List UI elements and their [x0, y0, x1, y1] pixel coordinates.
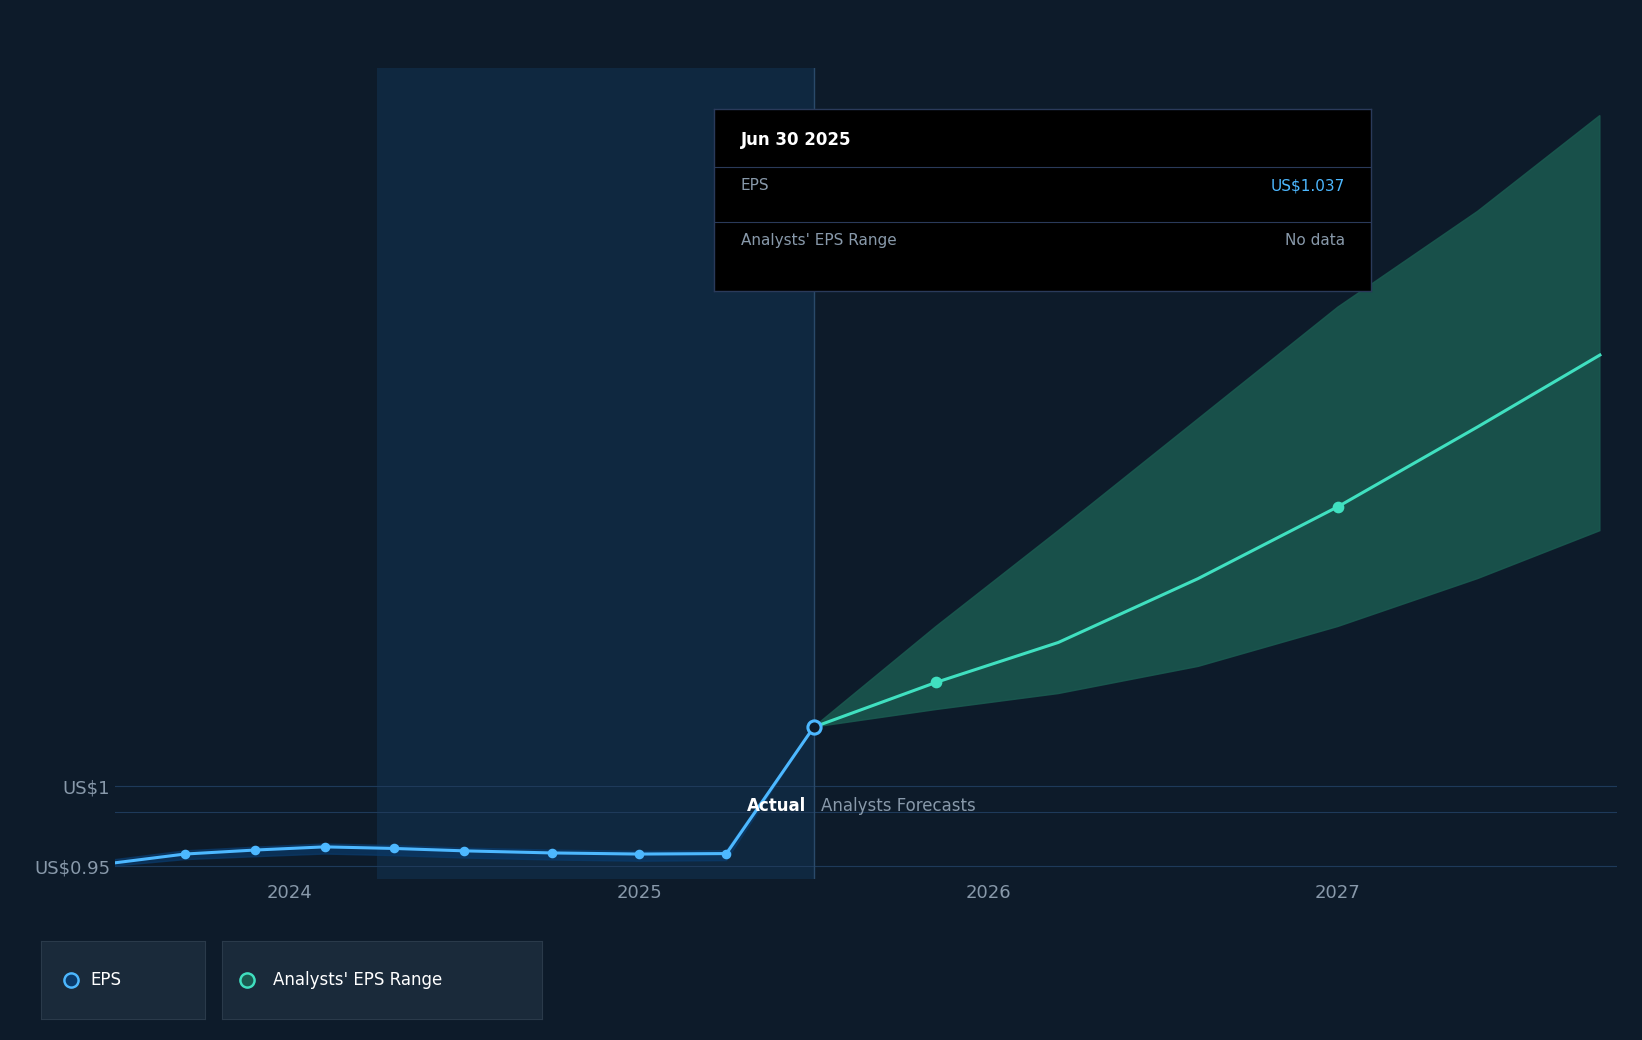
Point	[235, 971, 261, 988]
Text: No data: No data	[1284, 233, 1345, 248]
Text: Jun 30 2025: Jun 30 2025	[741, 131, 851, 149]
Text: Analysts Forecasts: Analysts Forecasts	[821, 797, 975, 814]
Text: EPS: EPS	[741, 179, 768, 193]
Point	[1325, 498, 1351, 515]
Text: US$1.037: US$1.037	[1271, 179, 1345, 193]
Text: Analysts' EPS Range: Analysts' EPS Range	[741, 233, 897, 248]
Point	[713, 846, 739, 862]
Point	[801, 719, 828, 735]
Bar	[378, 68, 814, 879]
Point	[539, 844, 565, 861]
Point	[235, 971, 261, 988]
Point	[312, 838, 338, 855]
Point	[57, 971, 84, 988]
Point	[172, 846, 199, 862]
Polygon shape	[115, 727, 814, 866]
Point	[241, 841, 268, 858]
Point	[452, 842, 478, 859]
Text: Analysts' EPS Range: Analysts' EPS Range	[273, 971, 442, 989]
Point	[381, 840, 407, 857]
Text: Actual: Actual	[747, 797, 806, 814]
Point	[626, 846, 652, 862]
Point	[923, 674, 949, 691]
Point	[57, 971, 84, 988]
Text: EPS: EPS	[90, 971, 122, 989]
Polygon shape	[814, 115, 1599, 727]
